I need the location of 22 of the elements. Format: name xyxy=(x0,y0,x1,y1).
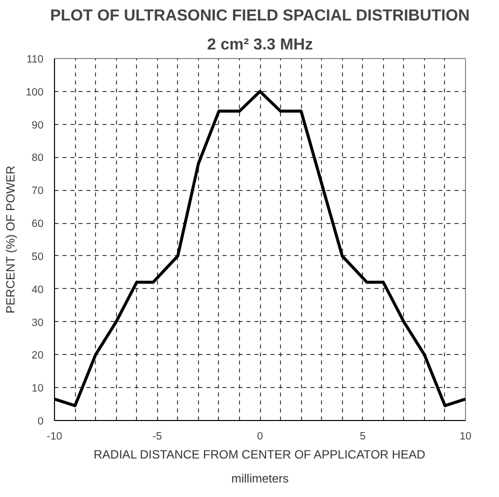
y-tick-label: 40 xyxy=(32,284,44,296)
y-tick-label: 30 xyxy=(32,316,44,329)
x-axis-title: RADIAL DISTANCE FROM CENTER OF APPLICATOR HEAD xyxy=(94,448,426,462)
x-tick-label: 10 xyxy=(460,430,472,442)
chart-title: PLOT OF ULTRASONIC FIELD SPACIAL DISTRIBUTION xyxy=(50,8,470,24)
chart-subtitle: 2 cm² 3.3 MHz xyxy=(207,36,313,54)
x-tick-label: 5 xyxy=(360,430,366,442)
y-tick-label: 10 xyxy=(32,382,44,395)
x-tick-label: 0 xyxy=(257,430,264,442)
y-tick-label: 110 xyxy=(26,54,44,66)
y-tick-label: 20 xyxy=(32,350,44,362)
y-tick-label: 60 xyxy=(32,218,44,230)
y-tick-label: 80 xyxy=(32,152,44,164)
x-tick-label: -5 xyxy=(152,430,162,442)
y-tick-label: 0 xyxy=(38,416,44,428)
y-tick-label: 90 xyxy=(32,119,44,132)
y-tick-label: 50 xyxy=(32,250,44,263)
x-tick-label: -10 xyxy=(46,430,62,442)
text: millimeters xyxy=(231,472,289,486)
y-tick-label: 100 xyxy=(26,86,44,98)
y-tick-label: 70 xyxy=(32,185,44,198)
y-axis-title: PERCENT (%) OF POWER xyxy=(4,165,18,314)
